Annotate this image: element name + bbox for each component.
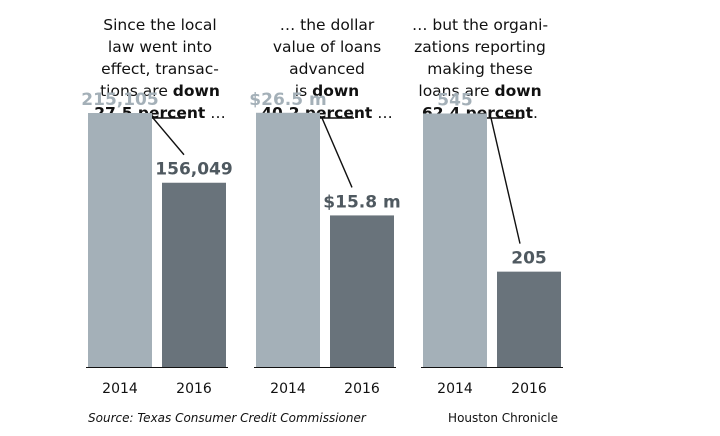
- data-label: 545: [437, 90, 473, 110]
- data-label: $15.8 m: [323, 192, 400, 212]
- callout-line: zations reporting: [414, 38, 546, 56]
- callout-line: value of loans: [273, 38, 381, 56]
- x-tick-label: 2014: [437, 381, 473, 397]
- bar-2014: [256, 112, 320, 367]
- callout-line: … but the organi-: [412, 16, 548, 34]
- source-note: Source: Texas Consumer Credit Commission…: [88, 411, 367, 425]
- bar-2014: [88, 113, 152, 367]
- callout-line: advanced: [289, 60, 365, 78]
- callout-line: law went into: [108, 38, 212, 56]
- bar-2016: [330, 215, 394, 367]
- callout-line: is down: [295, 82, 359, 100]
- x-tick-label: 2014: [270, 381, 306, 397]
- data-label: 205: [511, 249, 547, 269]
- bar-2016: [162, 182, 226, 367]
- credit-note: Houston Chronicle: [448, 411, 558, 425]
- callout-line: … the dollar: [280, 16, 375, 34]
- chart-panel-2: … the dollar value of loans advanced is dow…: [249, 16, 400, 397]
- x-tick-label: 2014: [102, 381, 138, 397]
- callout-line: effect, transac-: [101, 60, 219, 78]
- callout-line: making these: [427, 60, 533, 78]
- bar-2016: [497, 271, 561, 367]
- x-tick-label: 2016: [176, 381, 212, 397]
- x-tick-label: 2016: [511, 381, 547, 397]
- callout-line: tions are down: [100, 82, 220, 100]
- callout-text: … but the organi-zations reporting making…: [412, 16, 548, 122]
- data-label: $26.5 m: [249, 90, 326, 110]
- bar-2014: [423, 113, 487, 367]
- chart-panel-3: … but the organi-zations reporting making…: [412, 16, 563, 397]
- data-label: 156,049: [155, 160, 232, 180]
- x-tick-label: 2016: [344, 381, 380, 397]
- chart-panel-1: Since the local law went into effect, tran…: [81, 16, 232, 397]
- data-label: 215,105: [81, 90, 158, 110]
- callout-line: loans are down: [418, 82, 541, 100]
- callout-line: Since the local: [103, 16, 216, 34]
